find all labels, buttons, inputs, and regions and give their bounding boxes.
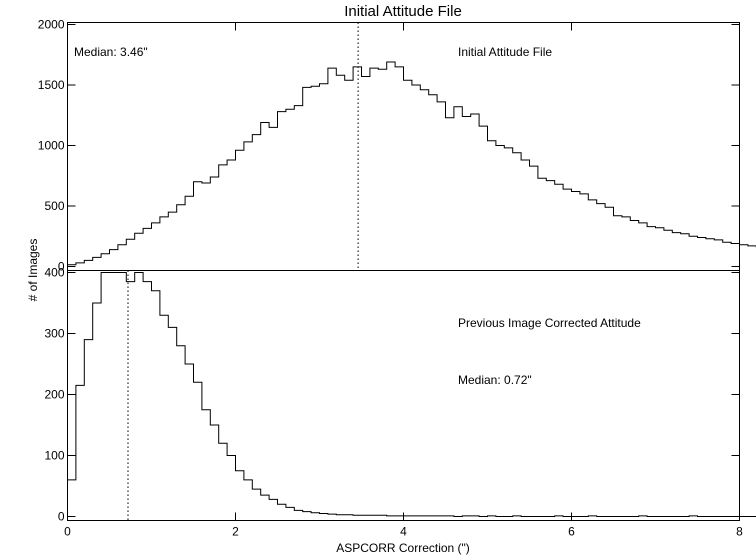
bottom-ytick-label: 400 [44,266,64,280]
top-median-label: Median: 3.46" [74,45,148,59]
xtick-label: 6 [568,525,575,539]
xtick-label: 2 [232,525,239,539]
bottom-panel: 0 100 200 300 400 Previous Image Corrected A… [44,266,756,524]
chart-title: Initial Attitude File [344,3,462,20]
xtick-label: 4 [400,525,407,539]
x-axis-label: ASPCORR Correction (") [336,541,470,555]
bottom-panel-frame [67,270,740,521]
top-histogram-series [67,61,756,266]
xtick-label: 0 [64,525,71,539]
top-panel-label: Initial Attitude File [458,45,552,59]
top-ytick-label: 1000 [38,139,65,153]
bottom-y-axis: 0 100 200 300 400 [44,266,740,524]
bottom-ytick-label: 0 [58,510,65,524]
bottom-median-label: Median: 0.72" [458,373,532,387]
top-panel: 0 500 1000 1500 2000 Median: 3.46" Initial A… [38,18,756,274]
top-ytick-label: 500 [44,199,64,213]
x-axis: 0 2 4 6 8 [64,22,743,539]
xtick-label: 8 [736,525,743,539]
bottom-panel-label: Previous Image Corrected Attitude [458,316,641,330]
y-axis-label: # of Images [26,239,40,302]
top-ytick-label: 2000 [38,18,65,32]
bottom-histogram-series [67,272,756,517]
bottom-ytick-label: 100 [44,449,64,463]
top-y-axis: 0 500 1000 1500 2000 [38,18,740,274]
top-ytick-label: 0 [58,260,65,274]
bottom-ytick-label: 300 [44,327,64,341]
top-ytick-label: 1500 [38,78,65,92]
top-panel-frame [67,22,740,271]
bottom-ytick-label: 200 [44,388,64,402]
